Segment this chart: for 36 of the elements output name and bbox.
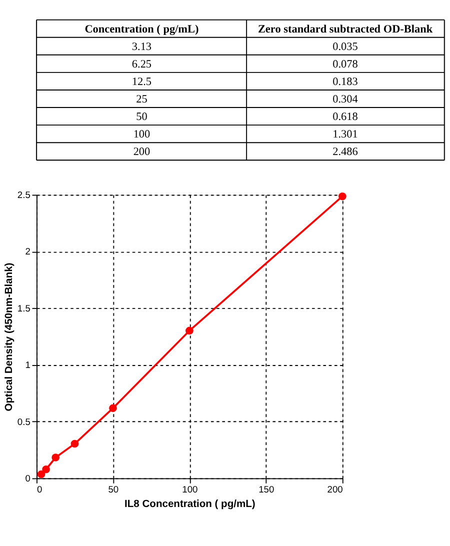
text: Concentration ( pg/mL) — [84, 23, 200, 36]
point — [52, 454, 60, 462]
point — [37, 470, 46, 478]
y-tick-label: 2 — [25, 246, 30, 257]
x-tick-label: 0 — [36, 484, 42, 495]
text: 200 — [133, 146, 151, 158]
text: 12.5 — [132, 76, 152, 88]
text: 0.078 — [332, 58, 358, 70]
y-axis-title: Optical Density (450nm-Blank) — [4, 262, 15, 412]
text: 6.25 — [132, 58, 152, 70]
point — [186, 326, 194, 335]
point — [42, 465, 50, 474]
y-tick-label: 0 — [25, 474, 30, 484]
y-tick-label: 1.5 — [17, 303, 30, 314]
x-tick-label: 100 — [182, 484, 198, 495]
text: 100 — [133, 128, 151, 141]
text: 50 — [136, 111, 148, 124]
x-tick-label: 50 — [108, 484, 119, 495]
y-tick-label: 1 — [25, 360, 30, 370]
x-tick-label: 150 — [258, 484, 274, 495]
text: 25 — [136, 94, 148, 106]
text: 0.304 — [332, 94, 358, 106]
point — [70, 440, 79, 448]
text: 2.486 — [332, 146, 358, 158]
text: 1.301 — [332, 128, 358, 141]
x-tick-label: 200 — [327, 484, 343, 495]
y-tick-label: 0.5 — [17, 416, 30, 427]
text: Zero standard subtracted OD-Blank — [258, 23, 434, 36]
point — [109, 404, 117, 412]
text: 3.13 — [132, 40, 152, 53]
y-tick-label: 2.5 — [17, 190, 30, 200]
text: 0.183 — [332, 76, 358, 88]
x-axis-title: IL8 Concentration ( pg/mL) — [124, 498, 256, 510]
text: 0.618 — [332, 111, 358, 124]
point — [338, 192, 346, 200]
text: 0.035 — [332, 40, 358, 53]
